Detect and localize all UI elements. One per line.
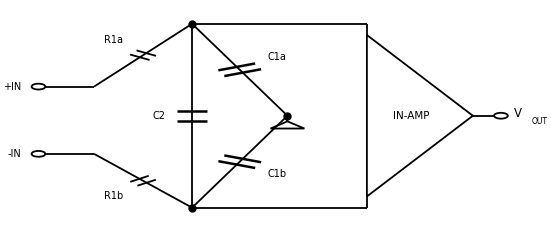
Text: V: V (514, 107, 522, 121)
Text: C2: C2 (153, 111, 166, 121)
Text: OUT: OUT (532, 117, 548, 126)
Text: R1a: R1a (105, 35, 123, 44)
Text: R1b: R1b (104, 191, 123, 201)
Text: -IN: -IN (8, 149, 21, 159)
Text: C1a: C1a (267, 52, 287, 62)
Text: +IN: +IN (3, 81, 21, 91)
Text: C1b: C1b (267, 169, 287, 179)
Text: IN-AMP: IN-AMP (393, 111, 430, 121)
